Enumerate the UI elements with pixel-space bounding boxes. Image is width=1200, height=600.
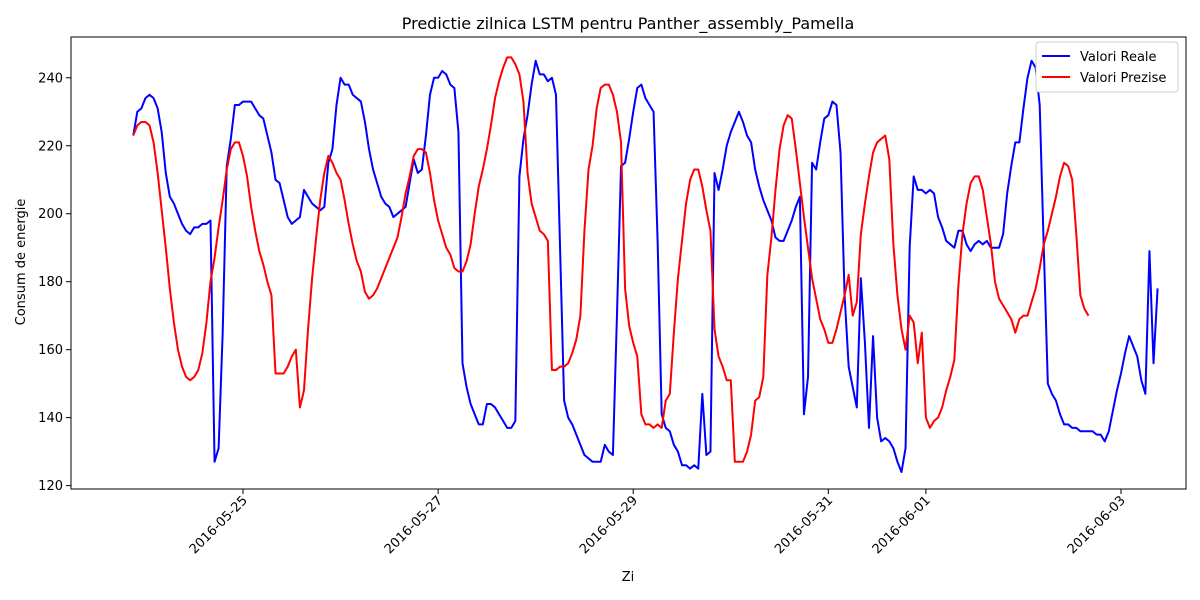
legend-box (1035, 41, 1179, 93)
y-tick-label: 240 (38, 71, 63, 86)
y-tick-label: 180 (38, 275, 63, 290)
y-tick-label: 160 (38, 343, 63, 358)
chart-title: Predictie zilnica LSTM pentru Panther_as… (402, 14, 855, 34)
y-tick-label: 220 (38, 139, 63, 154)
x-axis-label: Zi (622, 570, 635, 585)
legend-label-real: Valori Reale (1080, 50, 1157, 65)
series-line-real (132, 59, 1159, 474)
y-tick-label: 140 (38, 411, 63, 426)
legend: Valori Reale Valori Prezise (1035, 41, 1179, 93)
y-axis-label: Consum de energie (14, 199, 29, 326)
series-line-predicted (132, 56, 1090, 463)
y-tick-label: 120 (38, 479, 63, 494)
legend-label-predicted: Valori Prezise (1080, 71, 1166, 86)
y-tick-label: 200 (38, 207, 63, 222)
plot-area (132, 56, 1159, 474)
plot-frame (70, 36, 1187, 490)
